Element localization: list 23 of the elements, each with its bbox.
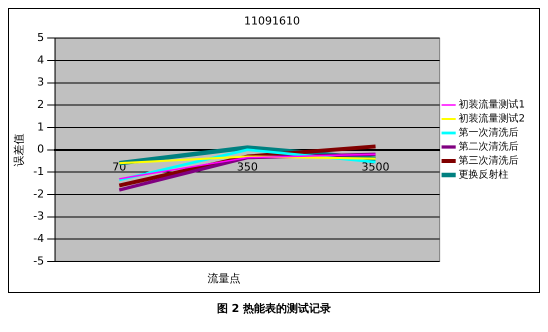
y-tick-label: 0 [37,142,44,156]
legend-label: 初装流量测试1 [458,98,526,111]
y-tick-label: -4 [33,232,44,245]
y-tick-label: 1 [37,120,44,134]
x-tick-label: 350 [236,160,258,174]
x-axis-title: 流量点 [206,271,242,287]
y-tick-label: -1 [33,164,44,178]
x-tick-label: 3500 [362,160,390,174]
legend-label: 第一次清洗后 [458,126,519,139]
legend-label: 第二次清洗后 [458,140,519,153]
legend-label: 第三次清洗后 [458,154,519,167]
y-tick-label: -5 [33,254,44,268]
y-tick-label: -2 [33,187,44,200]
y-tick-label: 2 [37,98,44,112]
legend-label: 初装流量测试2 [458,112,526,125]
caption: 图 2 热能表的测试记录 [216,301,332,316]
y-tick-label: 4 [37,53,44,66]
y-axis-title: 误差值 [12,133,26,166]
y-tick-label: -3 [33,210,44,223]
y-tick-label: 5 [37,31,44,44]
chart-title: 11091610 [244,14,300,28]
legend-label: 更换反射柱 [458,168,509,181]
y-tick-label: 3 [37,76,44,89]
